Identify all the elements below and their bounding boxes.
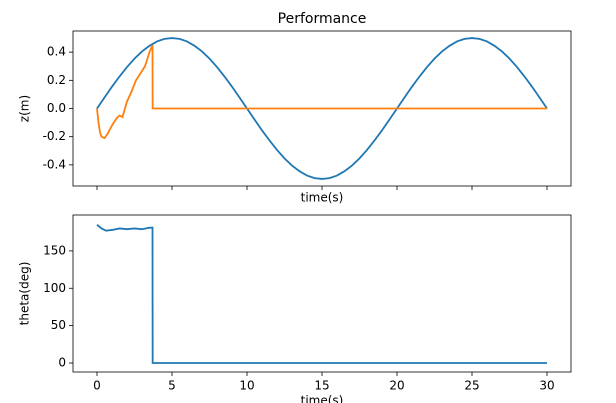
y-tick-label: 0 bbox=[58, 356, 66, 370]
y-axis-label: z(m) bbox=[18, 95, 32, 122]
line-series bbox=[96, 224, 547, 364]
x-tick-label: 5 bbox=[168, 379, 176, 393]
x-tick-label: 30 bbox=[539, 379, 554, 393]
x-axis-label: time(s) bbox=[301, 394, 344, 403]
y-axis-label: theta(deg) bbox=[18, 262, 32, 326]
line-series bbox=[96, 44, 547, 140]
x-tick-label: 25 bbox=[464, 379, 479, 393]
y-tick-label: -0.2 bbox=[43, 129, 66, 143]
y-tick-label: 0.4 bbox=[47, 45, 66, 59]
y-tick-label: 0.0 bbox=[47, 101, 66, 115]
y-tick-label: 50 bbox=[51, 318, 66, 332]
y-tick-label: -0.4 bbox=[43, 157, 66, 171]
x-tick-label: 20 bbox=[389, 379, 404, 393]
line-series bbox=[96, 37, 548, 180]
x-axis-label: time(s) bbox=[301, 191, 344, 205]
y-tick-label: 150 bbox=[43, 243, 66, 257]
axes-frame bbox=[72, 214, 572, 373]
y-tick-label: 0.2 bbox=[47, 73, 66, 87]
x-tick-label: 0 bbox=[93, 379, 101, 393]
x-tick-label: 15 bbox=[314, 379, 329, 393]
y-tick-label: 100 bbox=[43, 281, 66, 295]
x-tick-label: 10 bbox=[239, 379, 254, 393]
chart-title: Performance bbox=[278, 11, 367, 27]
